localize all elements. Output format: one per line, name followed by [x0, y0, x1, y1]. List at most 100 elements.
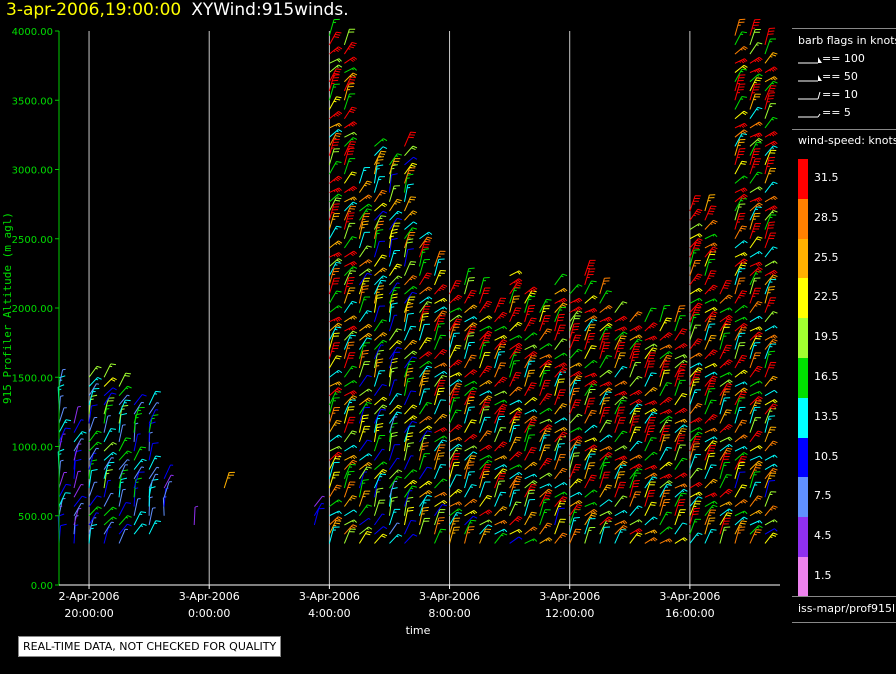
barb-flag-10	[590, 446, 595, 450]
barb-flag-10	[547, 538, 551, 542]
barb-flag-10	[608, 510, 613, 515]
wind-barb	[419, 401, 432, 415]
barb-flag-10	[111, 392, 117, 395]
wind-barb	[689, 313, 701, 332]
barb-flag-10	[422, 445, 429, 447]
barb-flag-10	[428, 490, 433, 494]
barb-flag-10	[740, 292, 746, 295]
wind-barb	[343, 528, 356, 544]
wind-barb	[328, 197, 342, 212]
wind-barb	[464, 354, 477, 369]
barb-flag-10	[531, 382, 537, 385]
barb-flag-5	[80, 432, 84, 435]
barb-flag-10	[380, 256, 386, 259]
barb-flag-10	[578, 306, 583, 310]
barb-flag-10	[592, 438, 596, 442]
wind-barb	[328, 268, 340, 286]
barb-flag-10	[376, 164, 384, 167]
wind-barb	[509, 321, 523, 332]
barb-shaft	[389, 282, 398, 295]
wind-barb	[704, 334, 717, 350]
barb-flag-10	[334, 457, 341, 460]
barb-flag-5	[712, 234, 715, 237]
wind-barb	[328, 520, 342, 535]
barb-flag-10	[683, 359, 688, 363]
barb-flag-10	[411, 351, 416, 355]
barb-flag-10	[605, 383, 609, 387]
barb-flag-5	[573, 438, 576, 441]
wind-barb	[479, 277, 490, 295]
barb-flag-5	[500, 336, 503, 339]
barb-flag-5	[487, 326, 490, 329]
barb-flag-10	[545, 362, 550, 366]
barb-flag-10	[471, 354, 477, 357]
wind-barb	[494, 455, 508, 461]
title-datetime: 3-apr-2006,19:00:00	[6, 0, 182, 20]
wind-barb	[328, 132, 342, 147]
barb-flag-5	[634, 314, 638, 317]
barb-flag-5	[650, 389, 653, 392]
barb-flag-10	[712, 375, 718, 379]
barb-flag-10	[756, 529, 762, 531]
barb-flag-10	[338, 46, 343, 50]
barb-flag-10	[485, 432, 491, 435]
barb-flag-10	[742, 324, 747, 328]
barb-flag-10	[533, 480, 538, 484]
wind-barb	[599, 499, 613, 507]
barb-flag-5	[513, 352, 516, 355]
barb-flag-10	[638, 389, 643, 394]
barb-flag-10	[377, 229, 384, 232]
barb-flag-10	[562, 431, 568, 435]
barb-flag-10	[338, 252, 342, 256]
barb-flag-10	[502, 506, 508, 509]
wind-barb	[749, 141, 762, 156]
barb-flag-10	[697, 492, 701, 496]
wind-barb	[103, 516, 117, 526]
barb-flag-10	[728, 443, 733, 448]
wind-barb	[148, 473, 159, 489]
wind-barb	[569, 379, 581, 396]
wind-barb	[554, 443, 565, 461]
barb-flag-10	[335, 318, 339, 322]
wind-barb	[373, 220, 384, 239]
wind-barb	[614, 417, 626, 433]
barb-flag-10	[382, 339, 388, 343]
barb-flag-10	[120, 413, 128, 416]
barb-flag-5	[455, 514, 458, 516]
barb-flag-10	[336, 112, 341, 116]
wind-barb	[434, 334, 446, 350]
barb-flag-5	[696, 469, 699, 472]
wind-barb	[329, 516, 343, 526]
wind-barb	[734, 258, 748, 267]
barb-flag-10	[606, 371, 611, 375]
wind-barb	[464, 419, 477, 433]
barb-flag-5	[757, 74, 760, 77]
wind-barb	[509, 278, 523, 286]
wind-barb	[58, 407, 67, 424]
barb-flag-10	[548, 472, 553, 476]
barb-flag-10	[623, 331, 628, 335]
barb-flag-10	[334, 48, 339, 52]
wind-barb	[749, 251, 763, 258]
wind-barb	[569, 306, 583, 314]
barb-flag-10	[711, 248, 717, 251]
barb-flag-10	[758, 460, 763, 464]
wind-barb	[704, 452, 716, 470]
barb-flag-10	[605, 318, 609, 322]
wind-barb	[584, 453, 596, 470]
wind-barb	[644, 476, 658, 489]
wind-barb	[704, 492, 718, 498]
barb-flag-10	[351, 262, 356, 266]
barb-flag-10	[637, 326, 641, 330]
barb-flag-5	[141, 401, 145, 404]
barb-flag-5	[513, 281, 516, 284]
barb-flag-5	[391, 167, 395, 170]
barb-flag-10	[653, 408, 658, 412]
barb-flag-10	[503, 528, 508, 533]
barb-flag-5	[348, 328, 351, 331]
barb-flag-5	[577, 428, 580, 431]
barb-flag-10	[352, 330, 358, 334]
barb-flag-5	[351, 203, 354, 206]
wind-barb	[689, 223, 703, 230]
barb-flag-10	[697, 403, 703, 406]
